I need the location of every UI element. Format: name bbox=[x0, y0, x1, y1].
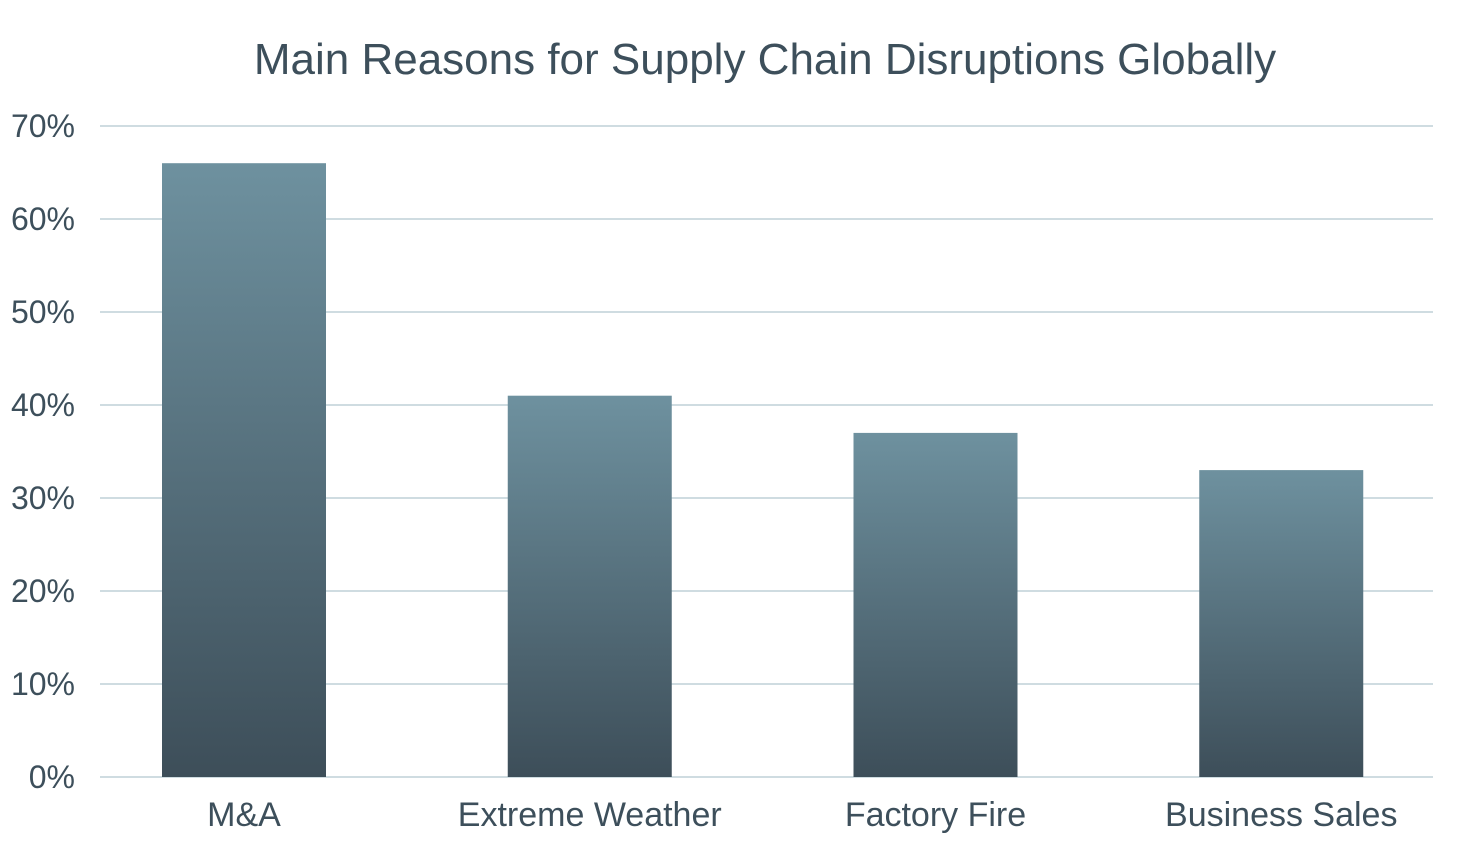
y-axis-tick-labels: 0% 10% 20% 30% 40% 50% 60% 70% bbox=[11, 108, 75, 795]
bar-extreme-weather bbox=[507, 395, 672, 777]
x-axis-category-labels: M&A Extreme Weather Factory Fire Business S… bbox=[207, 796, 1397, 834]
y-tick-label: 30% bbox=[11, 480, 75, 516]
x-category-label: Business Sales bbox=[1165, 796, 1397, 834]
y-tick-label: 60% bbox=[11, 201, 75, 237]
bar-business-sales bbox=[1199, 470, 1364, 777]
x-category-label: Extreme Weather bbox=[458, 796, 722, 834]
y-tick-label: 50% bbox=[11, 294, 75, 330]
bar-m-a bbox=[162, 163, 326, 777]
x-category-label: M&A bbox=[207, 796, 281, 834]
x-category-label: Factory Fire bbox=[845, 796, 1026, 834]
y-tick-label: 10% bbox=[11, 666, 75, 702]
bar-factory-fire bbox=[853, 432, 1018, 777]
y-tick-label: 20% bbox=[11, 573, 75, 609]
y-tick-label: 40% bbox=[11, 387, 75, 423]
y-tick-label: 0% bbox=[29, 759, 75, 795]
bars bbox=[162, 163, 1364, 777]
chart-title: Main Reasons for Supply Chain Disruption… bbox=[254, 35, 1276, 84]
y-tick-label: 70% bbox=[11, 108, 75, 144]
